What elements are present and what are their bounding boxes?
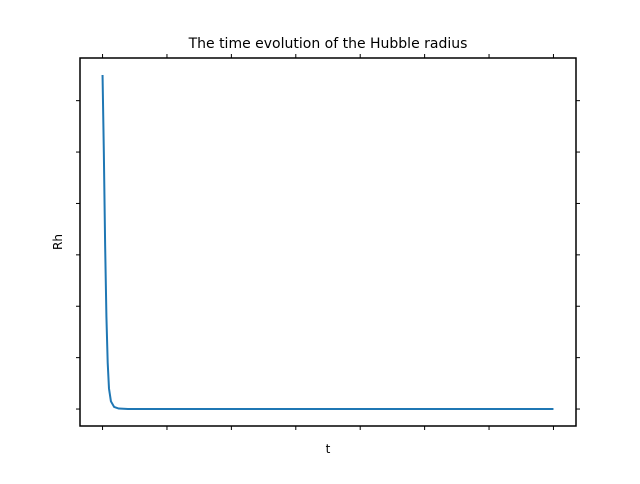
data-line xyxy=(101,74,554,411)
chart-title: The time evolution of the Hubble radius xyxy=(188,36,468,52)
x-axis-label: t xyxy=(326,442,331,456)
axes-frame xyxy=(79,57,577,427)
y-axis-label: Rh xyxy=(51,234,65,250)
